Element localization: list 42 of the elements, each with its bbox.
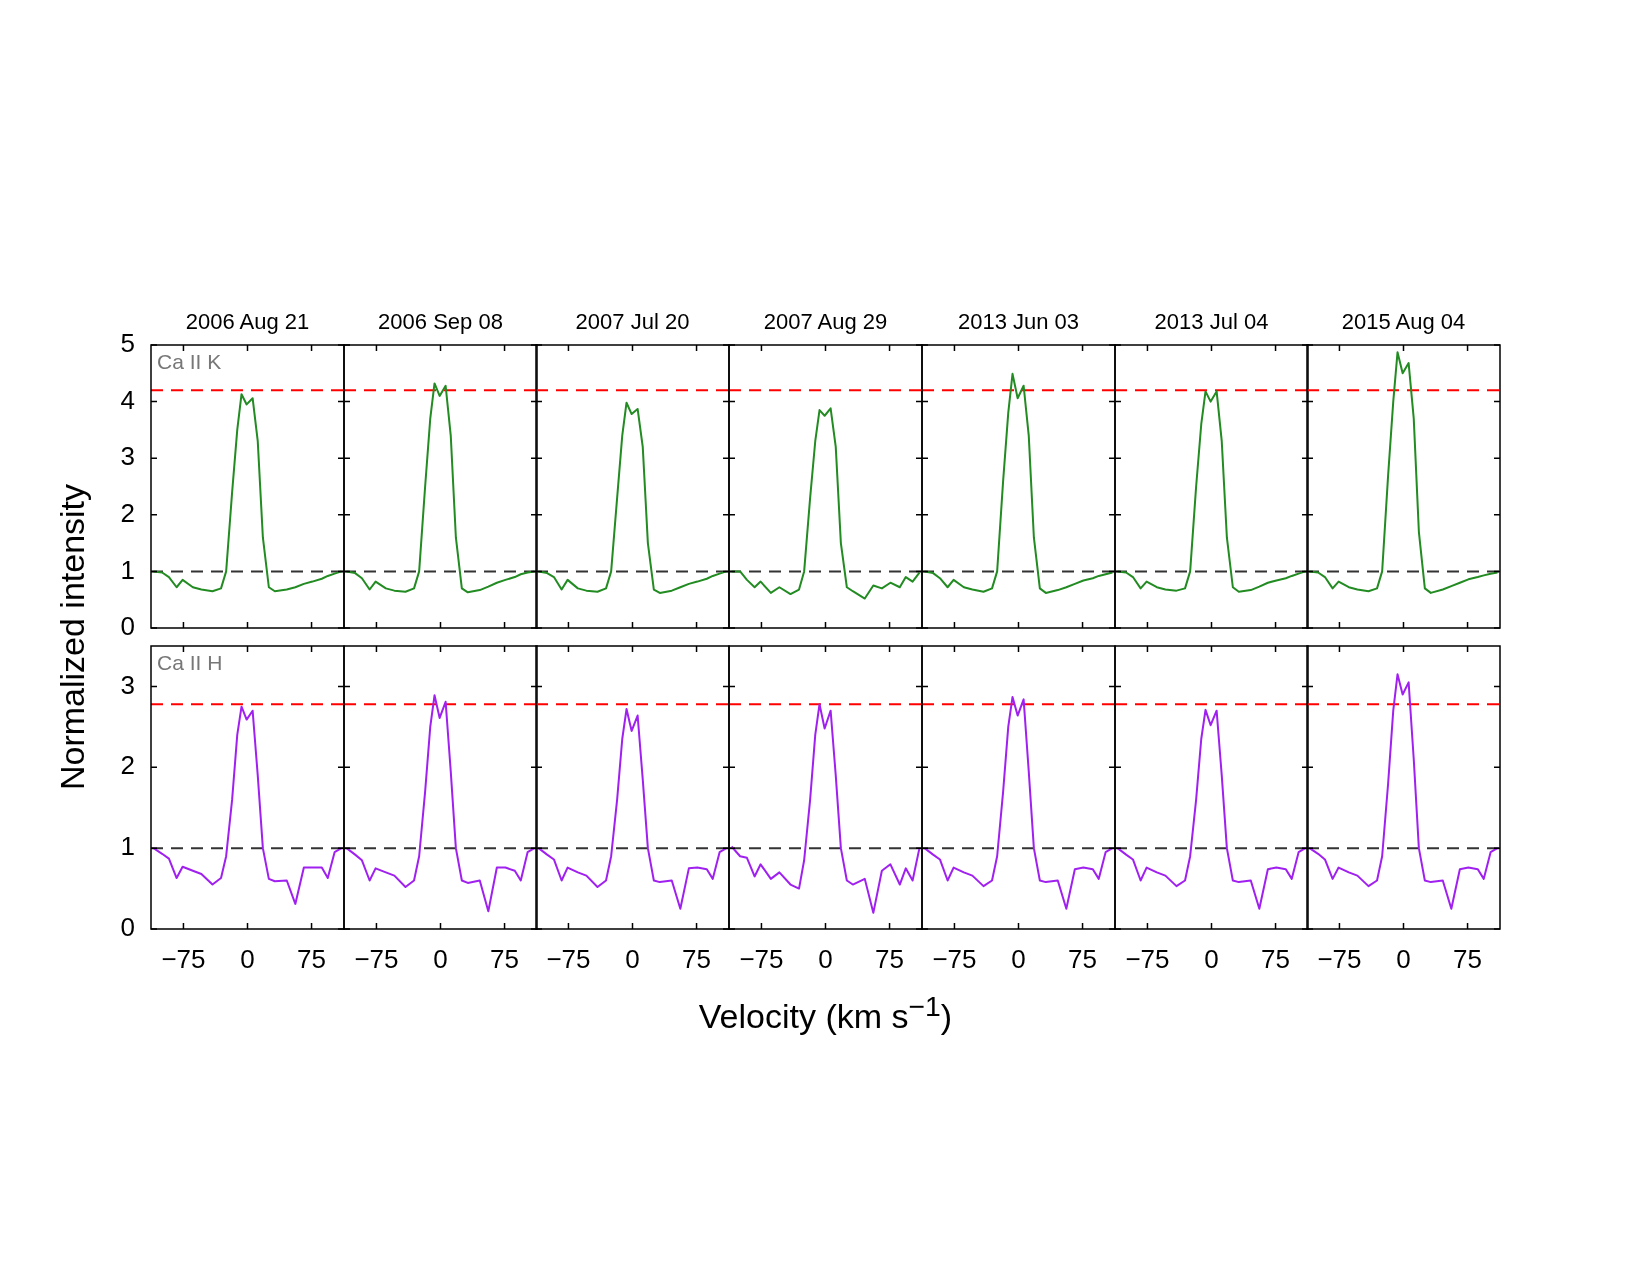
y-tick-label: 2 bbox=[120, 497, 135, 528]
y-axis-title: Normalized intensity bbox=[52, 483, 92, 791]
y-tick-label: 4 bbox=[120, 384, 135, 415]
x-tick-label: 0 bbox=[1396, 943, 1411, 974]
annotation: Ca II H bbox=[157, 651, 223, 675]
chart-title: 2013 Jul 04 bbox=[1154, 309, 1269, 335]
x-tick-label: 0 bbox=[433, 943, 448, 974]
x-tick-label: 75 bbox=[1453, 943, 1483, 974]
x-tick-label: 0 bbox=[240, 943, 255, 974]
x-tick-label: −75 bbox=[739, 943, 784, 974]
y-tick-label: 5 bbox=[120, 328, 135, 359]
y-tick-label: 2 bbox=[120, 750, 135, 781]
chart-title: 2006 Aug 21 bbox=[185, 309, 310, 335]
y-tick-label: 0 bbox=[120, 611, 135, 642]
x-tick-label: 75 bbox=[682, 943, 712, 974]
y-tick-label: 1 bbox=[120, 831, 135, 862]
x-tick-label: −75 bbox=[1317, 943, 1362, 974]
x-tick-label: −75 bbox=[546, 943, 591, 974]
chart-title: 2007 Aug 29 bbox=[763, 309, 888, 335]
chart-title: 2007 Jul 20 bbox=[575, 309, 690, 335]
x-tick-label: −75 bbox=[1125, 943, 1170, 974]
chart-title: 2015 Aug 04 bbox=[1341, 309, 1466, 335]
y-tick-label: 1 bbox=[120, 554, 135, 585]
y-tick-label: 3 bbox=[120, 669, 135, 700]
x-tick-label: 0 bbox=[625, 943, 640, 974]
x-tick-label: −75 bbox=[932, 943, 977, 974]
y-tick-label: 3 bbox=[120, 441, 135, 472]
x-tick-label: 0 bbox=[1011, 943, 1026, 974]
x-tick-label: 0 bbox=[818, 943, 833, 974]
x-tick-label: 75 bbox=[875, 943, 905, 974]
x-tick-label: 75 bbox=[490, 943, 520, 974]
x-tick-label: 75 bbox=[297, 943, 327, 974]
x-tick-label: 75 bbox=[1068, 943, 1098, 974]
chart-title: 2006 Sep 08 bbox=[378, 309, 503, 335]
chart-title: 2013 Jun 03 bbox=[957, 309, 1080, 335]
x-tick-label: −75 bbox=[354, 943, 399, 974]
y-tick-label: 0 bbox=[120, 912, 135, 943]
x-axis-title: Velocity (km s$^{−1}$) bbox=[698, 989, 953, 1037]
annotation: Ca II K bbox=[157, 350, 222, 374]
x-tick-label: −75 bbox=[161, 943, 206, 974]
x-tick-label: 0 bbox=[1204, 943, 1219, 974]
x-tick-label: 75 bbox=[1261, 943, 1291, 974]
